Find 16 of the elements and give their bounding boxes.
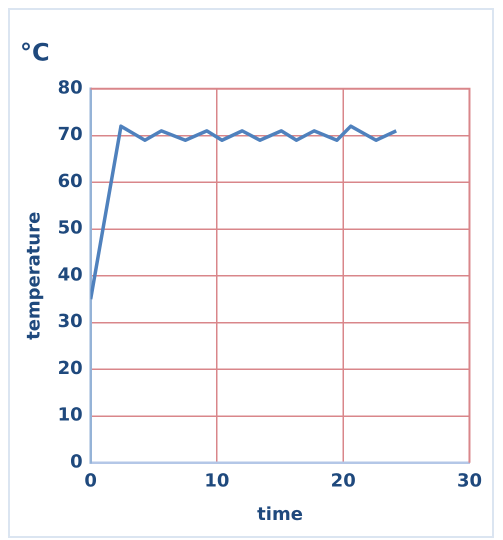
y-tick-label: 0 [70,451,83,472]
x-tick-label: 0 [84,470,97,492]
chart-title: °C [20,38,50,67]
x-axis-title: time [257,504,303,525]
x-tick-label: 30 [456,470,482,492]
x-tick-label: 20 [330,470,356,492]
y-axis-title: temperature [23,212,44,340]
y-tick-label: 70 [58,124,83,146]
x-tick-label: 10 [204,470,230,492]
y-tick-label: 30 [58,311,83,332]
y-tick-label: 80 [58,77,83,98]
y-tick-label: 50 [58,218,83,239]
y-tick-label: 10 [58,404,83,426]
y-tick-label: 20 [58,358,83,379]
y-tick-label: 40 [58,264,83,286]
y-tick-label: 60 [58,170,83,192]
